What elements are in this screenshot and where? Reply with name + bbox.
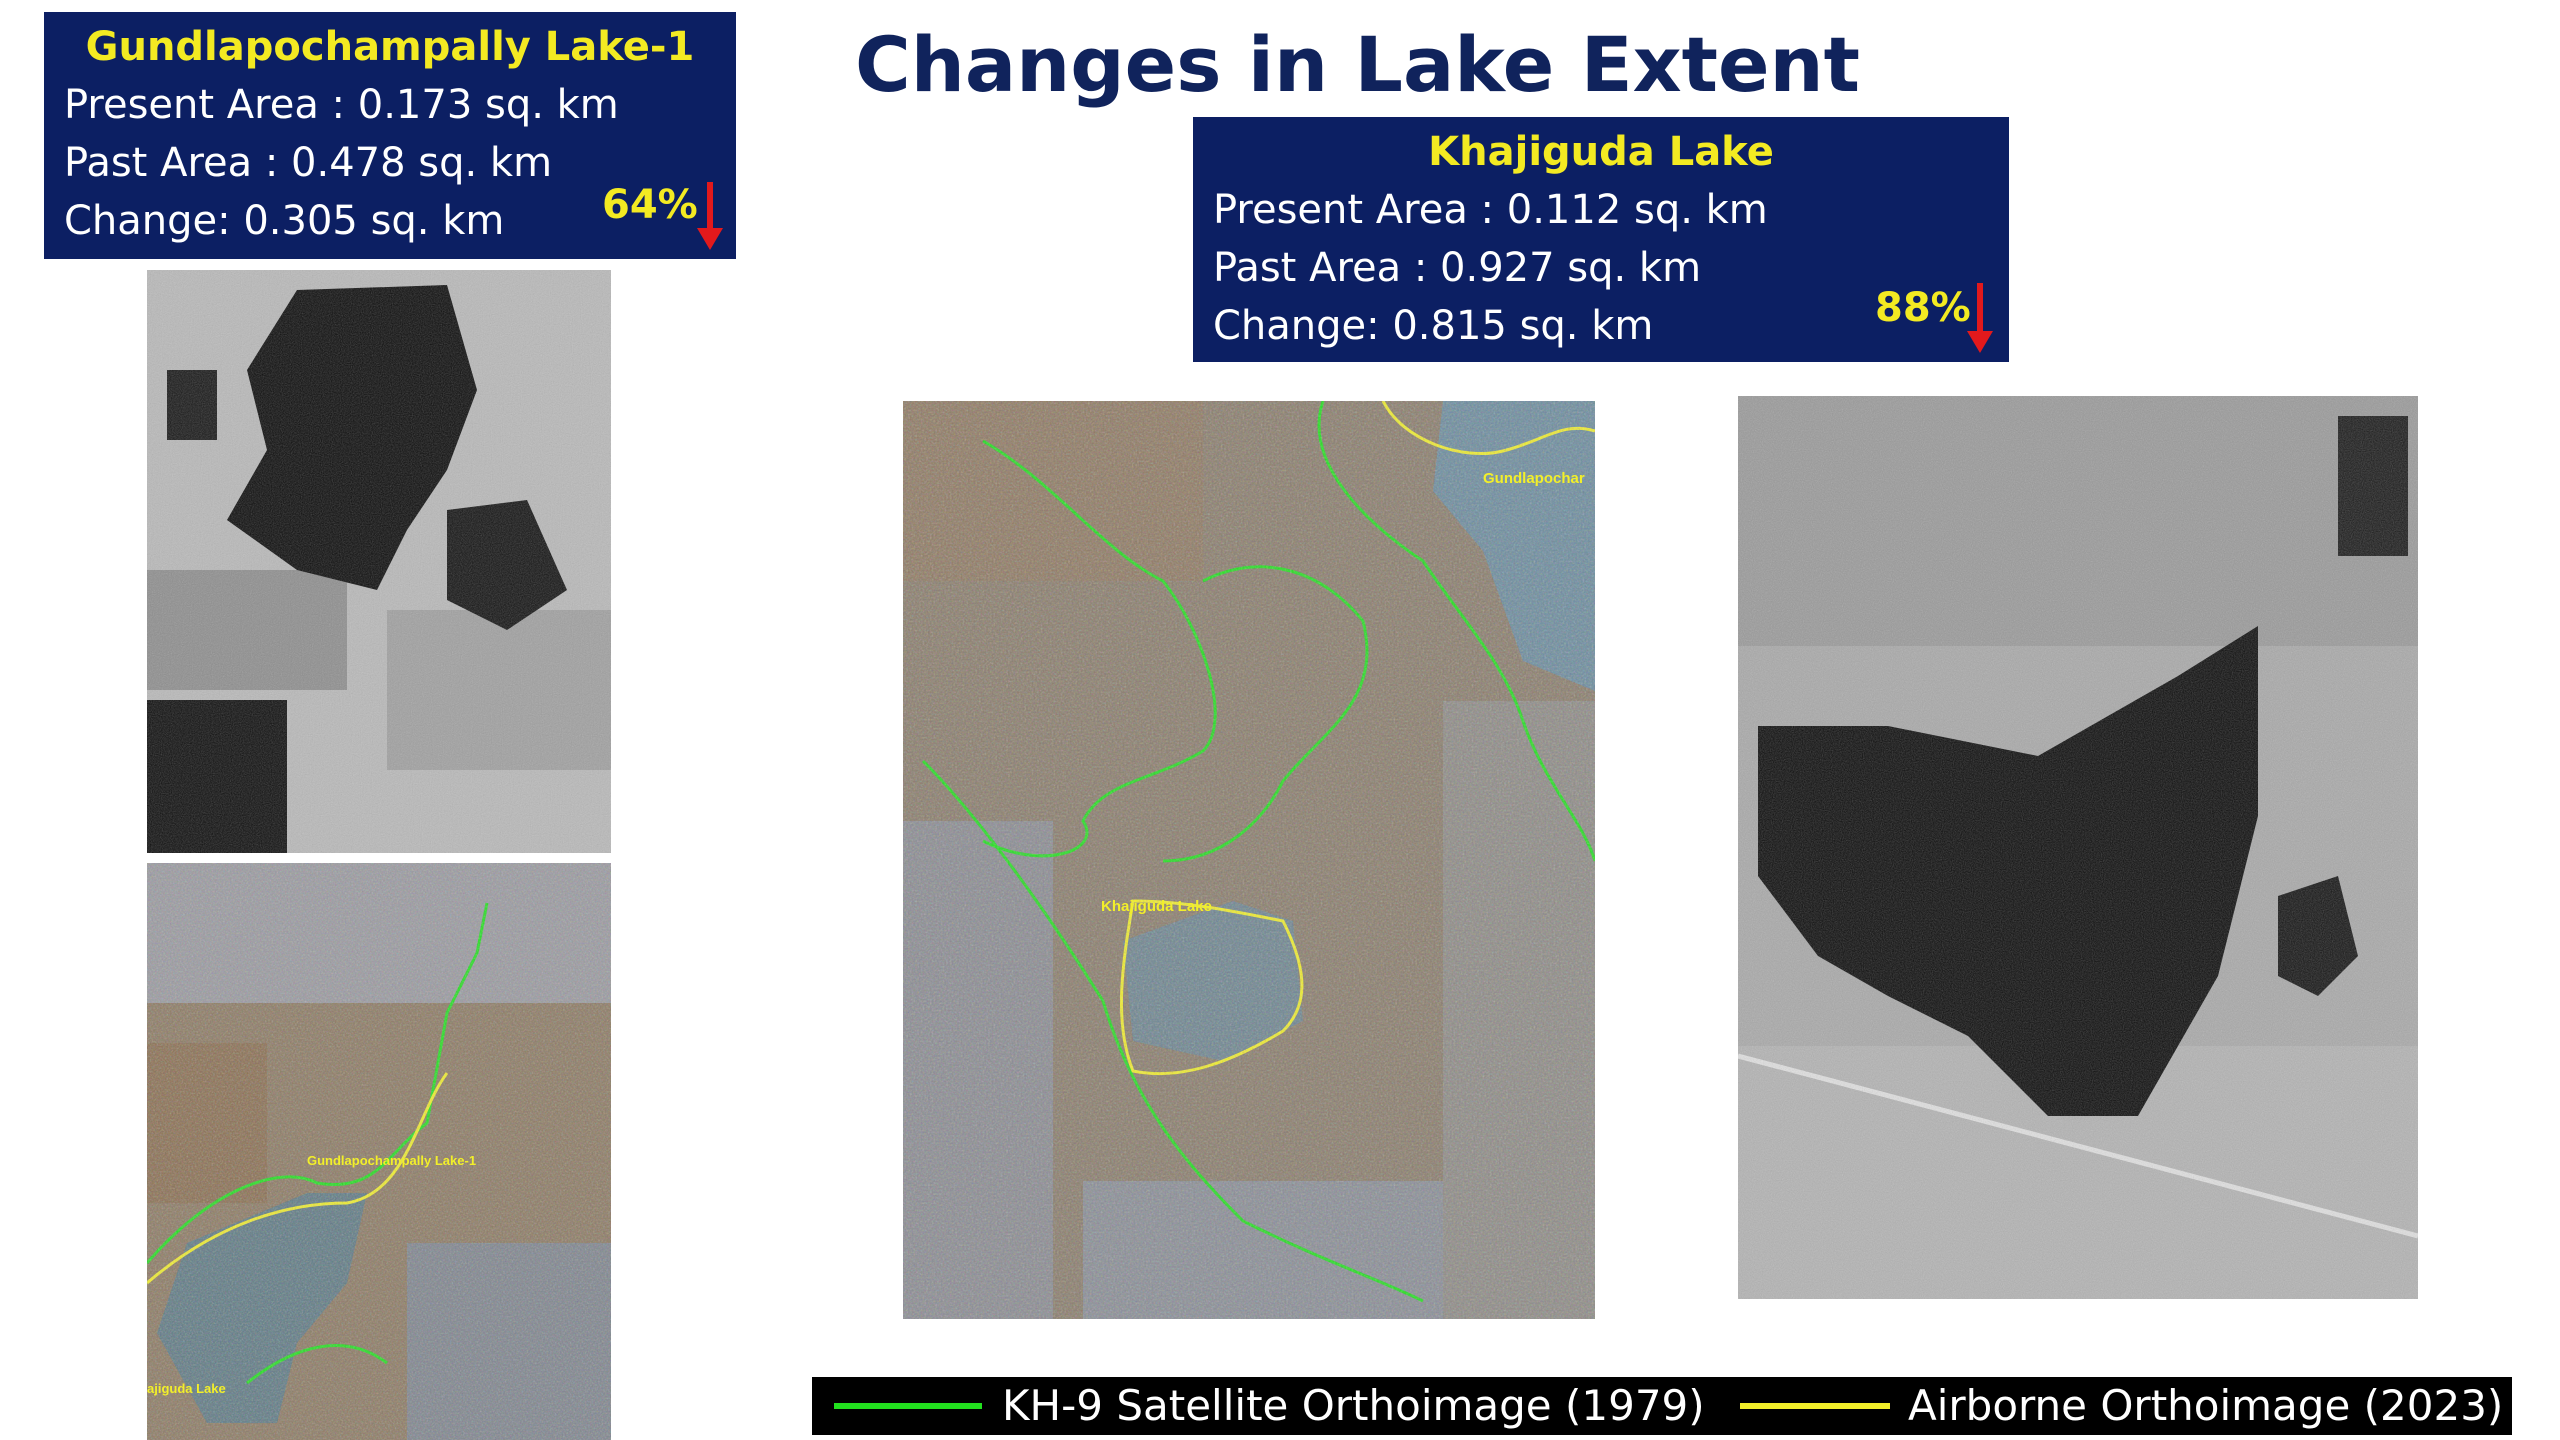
legend-green-line (834, 1403, 982, 1409)
airborne-image-gundlapochampally: Gundlapochampally Lake-1 ajiguda Lake (147, 863, 611, 1440)
area-change: Change: 0.305 sq. km (64, 198, 505, 244)
kh9-image-gundlapochampally (147, 270, 611, 853)
area-change: Change: 0.815 sq. km (1213, 303, 1654, 349)
percent-change: 64% (602, 182, 698, 228)
airborne-image-khajiguda: Khajiguda Lake Gundlapochar (903, 401, 1595, 1319)
past-area: Past Area : 0.478 sq. km (64, 140, 553, 186)
percent-change: 88% (1875, 285, 1971, 331)
kh9-image-khajiguda (1738, 396, 2418, 1299)
lake-name-khajiguda: Khajiguda Lake (1428, 129, 1774, 175)
down-arrow-icon (697, 182, 723, 250)
down-arrow-icon (1967, 283, 1993, 353)
legend-yellow-line (1740, 1403, 1890, 1409)
present-area: Present Area : 0.173 sq. km (64, 82, 619, 128)
legend-label-airborne: Airborne Orthoimage (2023) (1908, 1381, 2504, 1430)
present-area: Present Area : 0.112 sq. km (1213, 187, 1768, 233)
lake-name-gundlapochampally: Gundlapochampally Lake-1 (85, 24, 695, 70)
map-label-khajiguda: ajiguda Lake (147, 1381, 226, 1396)
map-label-gundlapochampally-top: Gundlapochar (1483, 470, 1585, 487)
legend-label-kh9: KH-9 Satellite Orthoimage (1979) (1002, 1381, 1705, 1430)
khajiguda-info-box: Khajiguda Lake Present Area : 0.112 sq. … (1193, 117, 2009, 362)
legend: KH-9 Satellite Orthoimage (1979) Airborn… (812, 1377, 2512, 1435)
past-area: Past Area : 0.927 sq. km (1213, 245, 1702, 291)
page-title: Changes in Lake Extent (855, 20, 1860, 109)
map-label-khajiguda-center: Khajiguda Lake (1101, 898, 1212, 915)
gundlapochampally-info-box: Gundlapochampally Lake-1 Present Area : … (44, 12, 736, 259)
map-label-gundlapochampally: Gundlapochampally Lake-1 (307, 1153, 476, 1168)
